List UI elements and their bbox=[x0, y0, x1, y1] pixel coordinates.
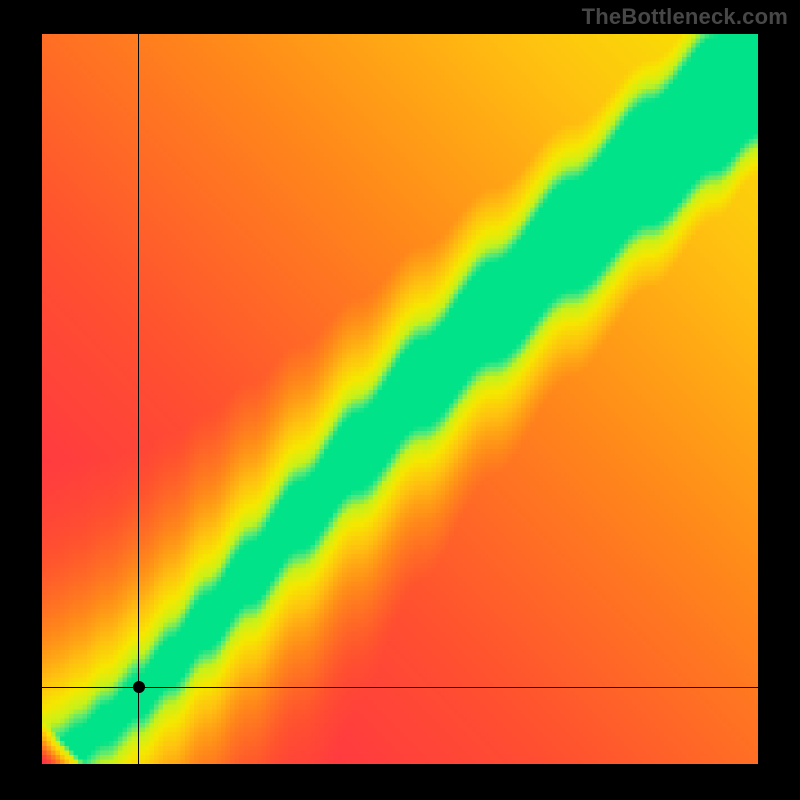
crosshair-marker bbox=[133, 681, 145, 693]
crosshair-vertical bbox=[138, 34, 139, 764]
crosshair-horizontal bbox=[42, 687, 758, 688]
watermark-text: TheBottleneck.com bbox=[582, 4, 788, 30]
chart-container: TheBottleneck.com bbox=[0, 0, 800, 800]
heatmap-plot bbox=[42, 34, 758, 764]
